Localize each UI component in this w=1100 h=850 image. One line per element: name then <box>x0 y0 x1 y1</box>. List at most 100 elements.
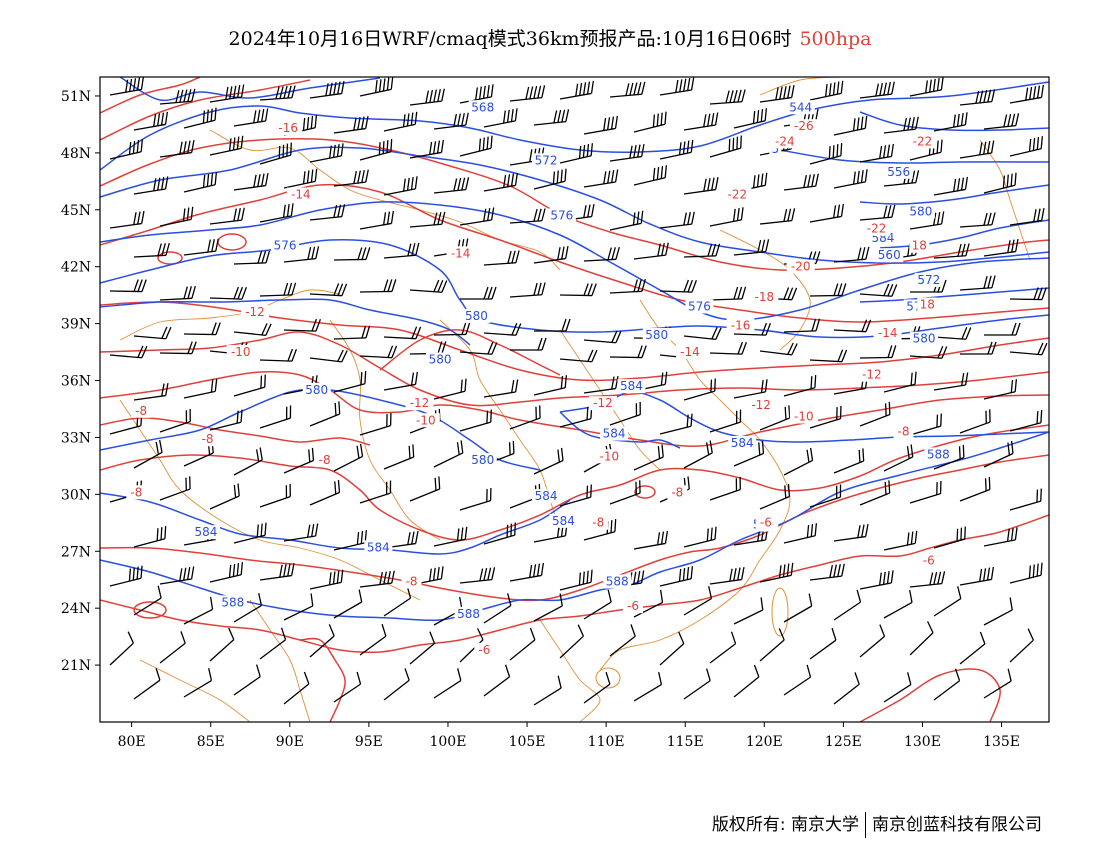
wind-barb <box>409 211 446 228</box>
geopotential-contour <box>100 81 1049 171</box>
wind-barb <box>459 567 496 584</box>
wind-barb <box>283 523 319 542</box>
temperature-label-bg <box>667 485 688 500</box>
temperature-label-bg <box>474 642 495 657</box>
wind-barb <box>459 84 494 104</box>
height-contour-label: 580 <box>909 205 932 219</box>
wind-barb <box>359 412 392 436</box>
wind-barb <box>159 139 195 158</box>
wind-barb <box>259 203 294 223</box>
height-contour-label: 568 <box>471 100 494 114</box>
wind-barb <box>209 627 235 662</box>
temperature-contour-label: 18 <box>920 298 935 312</box>
wind-barb <box>109 345 148 359</box>
temperature-label-bg <box>770 134 799 149</box>
wind-barb <box>709 207 744 227</box>
temperature-contour-label: -10 <box>416 413 436 427</box>
wind-barb <box>959 140 995 159</box>
wind-barb <box>309 204 346 221</box>
wind-barb <box>333 325 371 340</box>
temperature-contour-label: 18 <box>912 239 927 253</box>
lat-tick-label: 21N <box>61 658 91 674</box>
height-contour-label: 588 <box>606 575 629 589</box>
temperature-contour-label: -6 <box>478 643 490 657</box>
wind-barb <box>859 204 896 221</box>
wind-barb <box>983 113 1020 130</box>
temperature-contour-label: -6 <box>627 599 639 613</box>
wind-barb <box>683 243 721 258</box>
wind-barb <box>483 250 520 266</box>
wind-barb <box>809 80 844 101</box>
lon-tick-label: 95E <box>355 734 383 750</box>
temperature-contour-label: -20 <box>791 260 811 274</box>
temperature-label-layer: -16 -14 -14 -12 -10 -12 -10 -12 -10 -8 -8 -8 -8 -8 -8 -… <box>126 119 939 657</box>
wind-barb <box>509 282 546 298</box>
lat-tick-label: 30N <box>61 487 91 503</box>
temperature-label-bg <box>241 305 270 320</box>
wind-barb <box>309 349 348 363</box>
wind-barb <box>333 589 363 619</box>
wind-barb <box>933 586 962 617</box>
copyright-footer: 版权所有: 南京大学 南京创蓝科技有限公司 <box>712 810 1042 838</box>
height-contour-label: 576 <box>688 299 711 313</box>
temperature-contour-label: -24 <box>775 134 795 148</box>
hainan-island <box>595 667 621 689</box>
temperature-contour <box>299 637 346 722</box>
wind-barb <box>733 379 768 399</box>
wind-barb <box>483 664 511 697</box>
height-label-bg <box>642 327 671 342</box>
wind-barb <box>1009 84 1045 104</box>
temperature-contour <box>100 370 1049 447</box>
wind-barb <box>783 664 812 696</box>
geopotential-contour <box>779 149 1049 164</box>
wind-barb <box>759 342 798 356</box>
wind-barb <box>859 480 891 506</box>
wind-barb <box>509 208 546 224</box>
temperature-label-bg <box>786 259 815 274</box>
wind-barb <box>733 440 765 467</box>
wind-barb <box>183 172 218 193</box>
copyright-left: 版权所有: 南京大学 <box>711 815 859 835</box>
wind-barb <box>609 480 641 505</box>
wind-barb <box>359 480 392 504</box>
height-label-bg <box>532 153 561 168</box>
wind-barb <box>559 349 598 363</box>
wind-barb <box>459 342 498 355</box>
wind-barb <box>833 448 865 474</box>
height-label-bg <box>617 379 646 394</box>
wind-barb <box>933 526 966 549</box>
wind-barb <box>833 115 868 136</box>
height-contour-label: 588 <box>457 607 480 621</box>
temperature-contour-label: -14 <box>451 246 471 260</box>
temperature-label-bg <box>588 515 609 530</box>
height-label-bg <box>271 238 300 253</box>
wind-barb <box>709 286 747 301</box>
wind-barb <box>333 443 364 472</box>
wind-barb <box>883 672 912 703</box>
wind-barb <box>983 597 1013 626</box>
wind-barb <box>359 345 398 359</box>
wind-barb <box>909 77 944 97</box>
wind-barb <box>809 627 837 660</box>
wind-barb <box>909 413 942 436</box>
height-contour-label: 588 <box>927 447 950 461</box>
height-label-bg <box>910 331 939 346</box>
wind-barb <box>659 139 694 160</box>
wind-barb <box>309 283 348 297</box>
temperature-contour <box>100 417 371 446</box>
wind-barb <box>383 111 418 132</box>
border-line <box>119 399 421 601</box>
temperature-contour-label: -12 <box>410 396 430 410</box>
height-label-bg <box>914 272 943 287</box>
height-label-bg <box>685 299 714 314</box>
wind-barb <box>633 672 663 702</box>
wind-barb <box>809 563 845 581</box>
wind-barb <box>209 483 240 510</box>
wind-barb <box>659 279 698 293</box>
wind-barb <box>159 341 197 355</box>
wind-barb <box>209 207 245 225</box>
wind-barb <box>809 405 842 429</box>
wind-barb <box>783 375 817 397</box>
wind-barb <box>683 668 711 700</box>
wind-barb <box>633 111 667 133</box>
